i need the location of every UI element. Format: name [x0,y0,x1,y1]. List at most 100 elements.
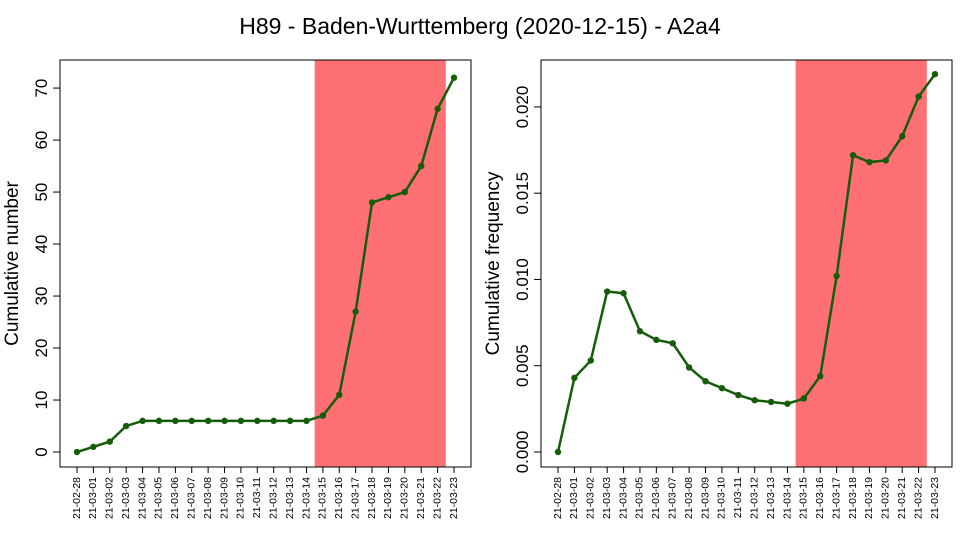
x-tick-label: 21-03-10 [716,477,728,519]
y-tick-label: 50 [32,183,51,202]
data-point [286,417,294,425]
x-tick-label: 21-03-03 [120,477,132,519]
x-tick-label: 21-03-09 [699,477,711,519]
x-tick-label: 21-03-18 [847,477,859,519]
chart-title: H89 - Baden-Wurttemberg (2020-12-15) - A… [239,13,721,39]
data-point [718,384,726,392]
x-tick-label: 21-03-11 [251,477,263,518]
data-point [899,133,906,140]
x-tick-label: 21-03-05 [634,477,646,519]
data-point [784,400,791,407]
data-point [636,328,644,335]
y-axis-label: Cumulative number [2,180,23,345]
y-tick-label: 40 [32,235,51,254]
data-point [319,412,327,419]
x-tick-label: 21-03-02 [585,477,597,519]
data-point [751,397,758,404]
y-axis-label: Cumulative frequency [483,171,504,355]
data-point [450,74,458,81]
data-point [669,340,676,347]
x-tick-label: 21-03-16 [814,477,826,519]
data-point [434,105,441,113]
x-tick-label: 21-03-07 [186,477,198,519]
data-point [931,70,939,78]
data-point [603,288,611,295]
x-tick-label: 21-03-09 [218,477,230,519]
x-tick-label: 21-03-06 [169,477,181,519]
x-tick-label: 21-03-07 [667,477,679,519]
data-point [571,374,578,382]
x-tick-label: 21-03-16 [333,477,345,519]
x-tick-label: 21-03-22 [431,477,443,519]
data-point [554,448,562,456]
x-tick-label: 21-03-14 [300,477,312,519]
x-tick-label: 21-03-23 [448,477,460,519]
x-tick-label: 21-03-21 [415,477,427,519]
y-tick-label: 0.005 [513,344,532,387]
data-point [685,364,693,371]
data-point [204,417,212,425]
y-tick-label: 60 [32,131,51,150]
y-tick-label: 20 [32,339,51,358]
x-tick-label: 21-03-17 [349,477,361,519]
x-tick-label: 21-03-15 [798,477,810,519]
x-tick-label: 21-03-14 [781,477,793,519]
data-point [336,391,343,399]
plot-frame [59,59,472,468]
y-tick-label: 0.010 [513,258,532,301]
x-tick-label: 21-03-19 [382,477,394,519]
highlight-region [795,60,927,467]
data-point [139,417,146,425]
x-tick-label: 21-03-04 [617,477,629,519]
data-point [401,188,409,196]
data-point [237,417,245,425]
x-tick-label: 21-03-06 [650,477,662,519]
data-point [352,308,359,315]
data-point [800,395,808,402]
x-tick-label: 21-03-20 [880,477,892,519]
y-tick-label: 30 [32,287,51,306]
plot-frame [540,59,953,468]
data-point [866,158,873,166]
y-tick-label: 0.015 [513,172,532,215]
data-point [915,93,922,100]
data-point [188,417,195,425]
x-tick-label: 21-03-13 [284,477,296,519]
data-point [882,157,890,164]
x-tick-label: 21-02-28 [552,477,564,519]
data-point [368,199,376,206]
x-tick-label: 21-03-15 [317,477,329,519]
y-tick-label: 0 [32,447,51,456]
data-point [303,417,310,425]
data-point [385,194,392,201]
highlight-region [314,60,446,467]
data-point [221,417,228,425]
data-point [106,438,113,445]
data-point [155,417,163,425]
x-tick-label: 21-03-22 [912,477,924,519]
data-point [122,422,130,430]
x-tick-label: 21-03-13 [765,477,777,519]
data-point [73,448,81,456]
x-tick-label: 21-03-02 [104,477,116,519]
data-point [418,162,425,170]
x-tick-label: 21-03-20 [399,477,411,519]
y-tick-label: 0.020 [513,86,532,129]
x-tick-label: 21-03-04 [136,477,148,519]
x-tick-label: 21-03-10 [235,477,247,519]
x-tick-label: 21-03-18 [366,477,378,519]
data-point [849,152,857,159]
x-tick-label: 21-03-05 [153,477,165,519]
y-tick-label: 0.000 [513,431,532,474]
data-point [90,443,97,451]
data-point [833,272,840,280]
data-point [817,372,824,380]
x-tick-label: 21-03-01 [568,477,580,519]
y-tick-label: 70 [32,79,51,98]
data-point [702,378,709,385]
data-point [767,398,775,406]
x-tick-label: 21-03-17 [830,477,842,519]
x-tick-label: 21-03-23 [929,477,941,519]
x-tick-label: 21-02-28 [71,477,83,519]
